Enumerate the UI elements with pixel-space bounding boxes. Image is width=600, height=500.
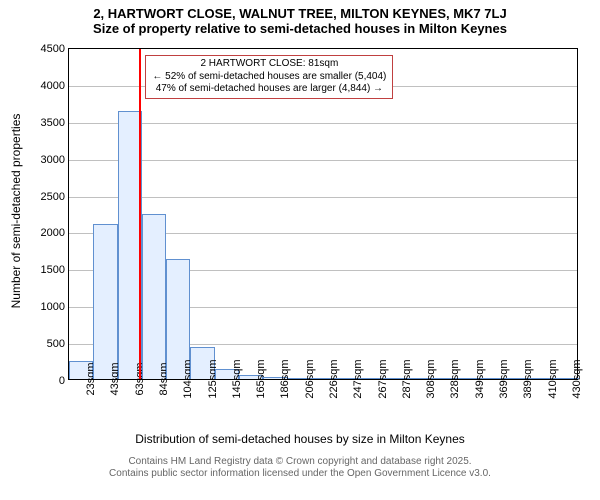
y-tick-label: 1500: [41, 264, 69, 276]
chart-footer: Contains HM Land Registry data © Crown c…: [0, 456, 600, 480]
property-annotation: 2 HARTWORT CLOSE: 81sqm← 52% of semi-det…: [145, 55, 393, 99]
x-tick-label: 349sqm: [470, 359, 486, 398]
y-tick-label: 1000: [41, 301, 69, 313]
x-tick-label: 247sqm: [348, 359, 364, 398]
chart-container: 2, HARTWORT CLOSE, WALNUT TREE, MILTON K…: [0, 0, 600, 500]
x-tick-label: 410sqm: [543, 359, 559, 398]
x-tick-label: 186sqm: [275, 359, 291, 398]
grid-line: [69, 160, 577, 161]
x-tick-label: 226sqm: [324, 359, 340, 398]
histogram-bar: [118, 111, 142, 379]
x-tick-label: 308sqm: [421, 359, 437, 398]
footer-line-2: Contains public sector information licen…: [0, 468, 600, 480]
x-axis-label: Distribution of semi-detached houses by …: [0, 432, 600, 446]
y-tick-label: 2500: [41, 191, 69, 203]
annotation-line: ← 52% of semi-detached houses are smalle…: [152, 71, 386, 84]
y-tick-label: 500: [47, 338, 69, 350]
footer-line-1: Contains HM Land Registry data © Crown c…: [0, 456, 600, 468]
y-tick-label: 3000: [41, 154, 69, 166]
y-axis-label: Number of semi-detached properties: [9, 111, 23, 311]
property-marker-line: [139, 49, 141, 379]
y-tick-label: 3500: [41, 117, 69, 129]
x-tick-label: 206sqm: [300, 359, 316, 398]
x-tick-label: 369sqm: [494, 359, 510, 398]
grid-line: [69, 123, 577, 124]
chart-title-main: 2, HARTWORT CLOSE, WALNUT TREE, MILTON K…: [0, 0, 600, 21]
histogram-bar: [93, 224, 117, 379]
annotation-line: 2 HARTWORT CLOSE: 81sqm: [152, 58, 386, 71]
x-tick-label: 145sqm: [227, 359, 243, 398]
x-tick-label: 430sqm: [567, 359, 583, 398]
x-tick-label: 328sqm: [445, 359, 461, 398]
x-tick-label: 267sqm: [373, 359, 389, 398]
plot-area: 05001000150020002500300035004000450023sq…: [68, 48, 578, 380]
annotation-line: 47% of semi-detached houses are larger (…: [152, 83, 386, 96]
y-tick-label: 4000: [41, 80, 69, 92]
x-tick-label: 287sqm: [397, 359, 413, 398]
x-tick-label: 165sqm: [251, 359, 267, 398]
y-tick-label: 4500: [41, 43, 69, 55]
y-tick-label: 0: [59, 375, 69, 387]
grid-line: [69, 197, 577, 198]
y-tick-label: 2000: [41, 227, 69, 239]
x-tick-label: 125sqm: [203, 359, 219, 398]
chart-title-sub: Size of property relative to semi-detach…: [0, 21, 600, 36]
histogram-bar: [142, 214, 166, 379]
x-tick-label: 389sqm: [518, 359, 534, 398]
